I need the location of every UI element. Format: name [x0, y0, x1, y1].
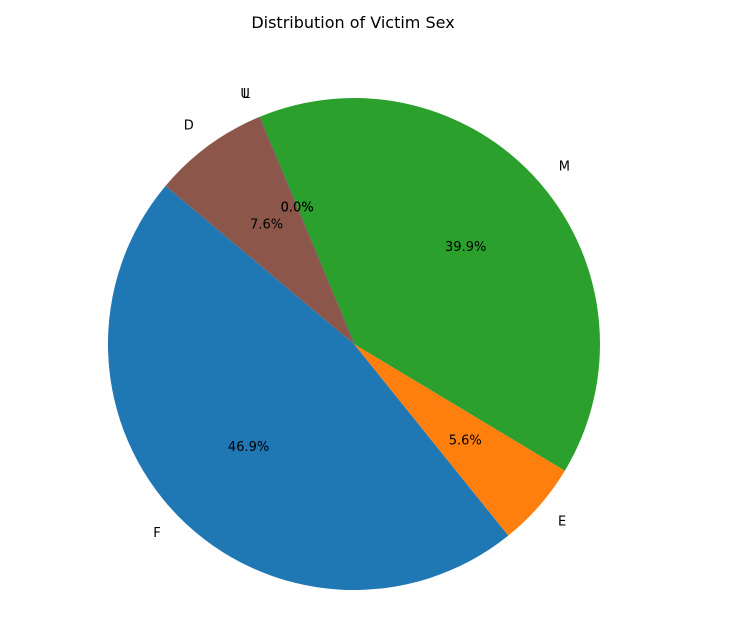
- percent-label-d: 7.6%: [250, 218, 283, 233]
- pie-slice-m: [259, 98, 600, 471]
- slice-label-m: M: [559, 160, 570, 175]
- percent-label-l: 0.0%: [281, 200, 314, 215]
- slice-label-d: D: [184, 118, 194, 133]
- slice-label-f: F: [153, 526, 160, 541]
- chart-title: Distribution of Victim Sex: [251, 13, 454, 32]
- pie-slice-e: [354, 344, 565, 536]
- slice-label-u: U: [240, 87, 250, 102]
- pie-slice-f: [107, 185, 509, 591]
- percent-label-m: 39.9%: [445, 240, 486, 255]
- slice-labels: F E M LU D: [153, 87, 570, 541]
- percent-label-f: 46.9%: [228, 440, 269, 455]
- percent-label-u: 0.0%: [281, 200, 314, 215]
- pie-slice-d: [165, 116, 354, 345]
- percent-labels: 46.9% 5.6%39.9%0.0%0.0%7.6%: [228, 200, 486, 455]
- pie-slices: [107, 98, 600, 591]
- percent-label-e: 5.6%: [449, 433, 482, 448]
- slice-label-l: L: [243, 87, 251, 102]
- slice-label-e: E: [558, 514, 566, 529]
